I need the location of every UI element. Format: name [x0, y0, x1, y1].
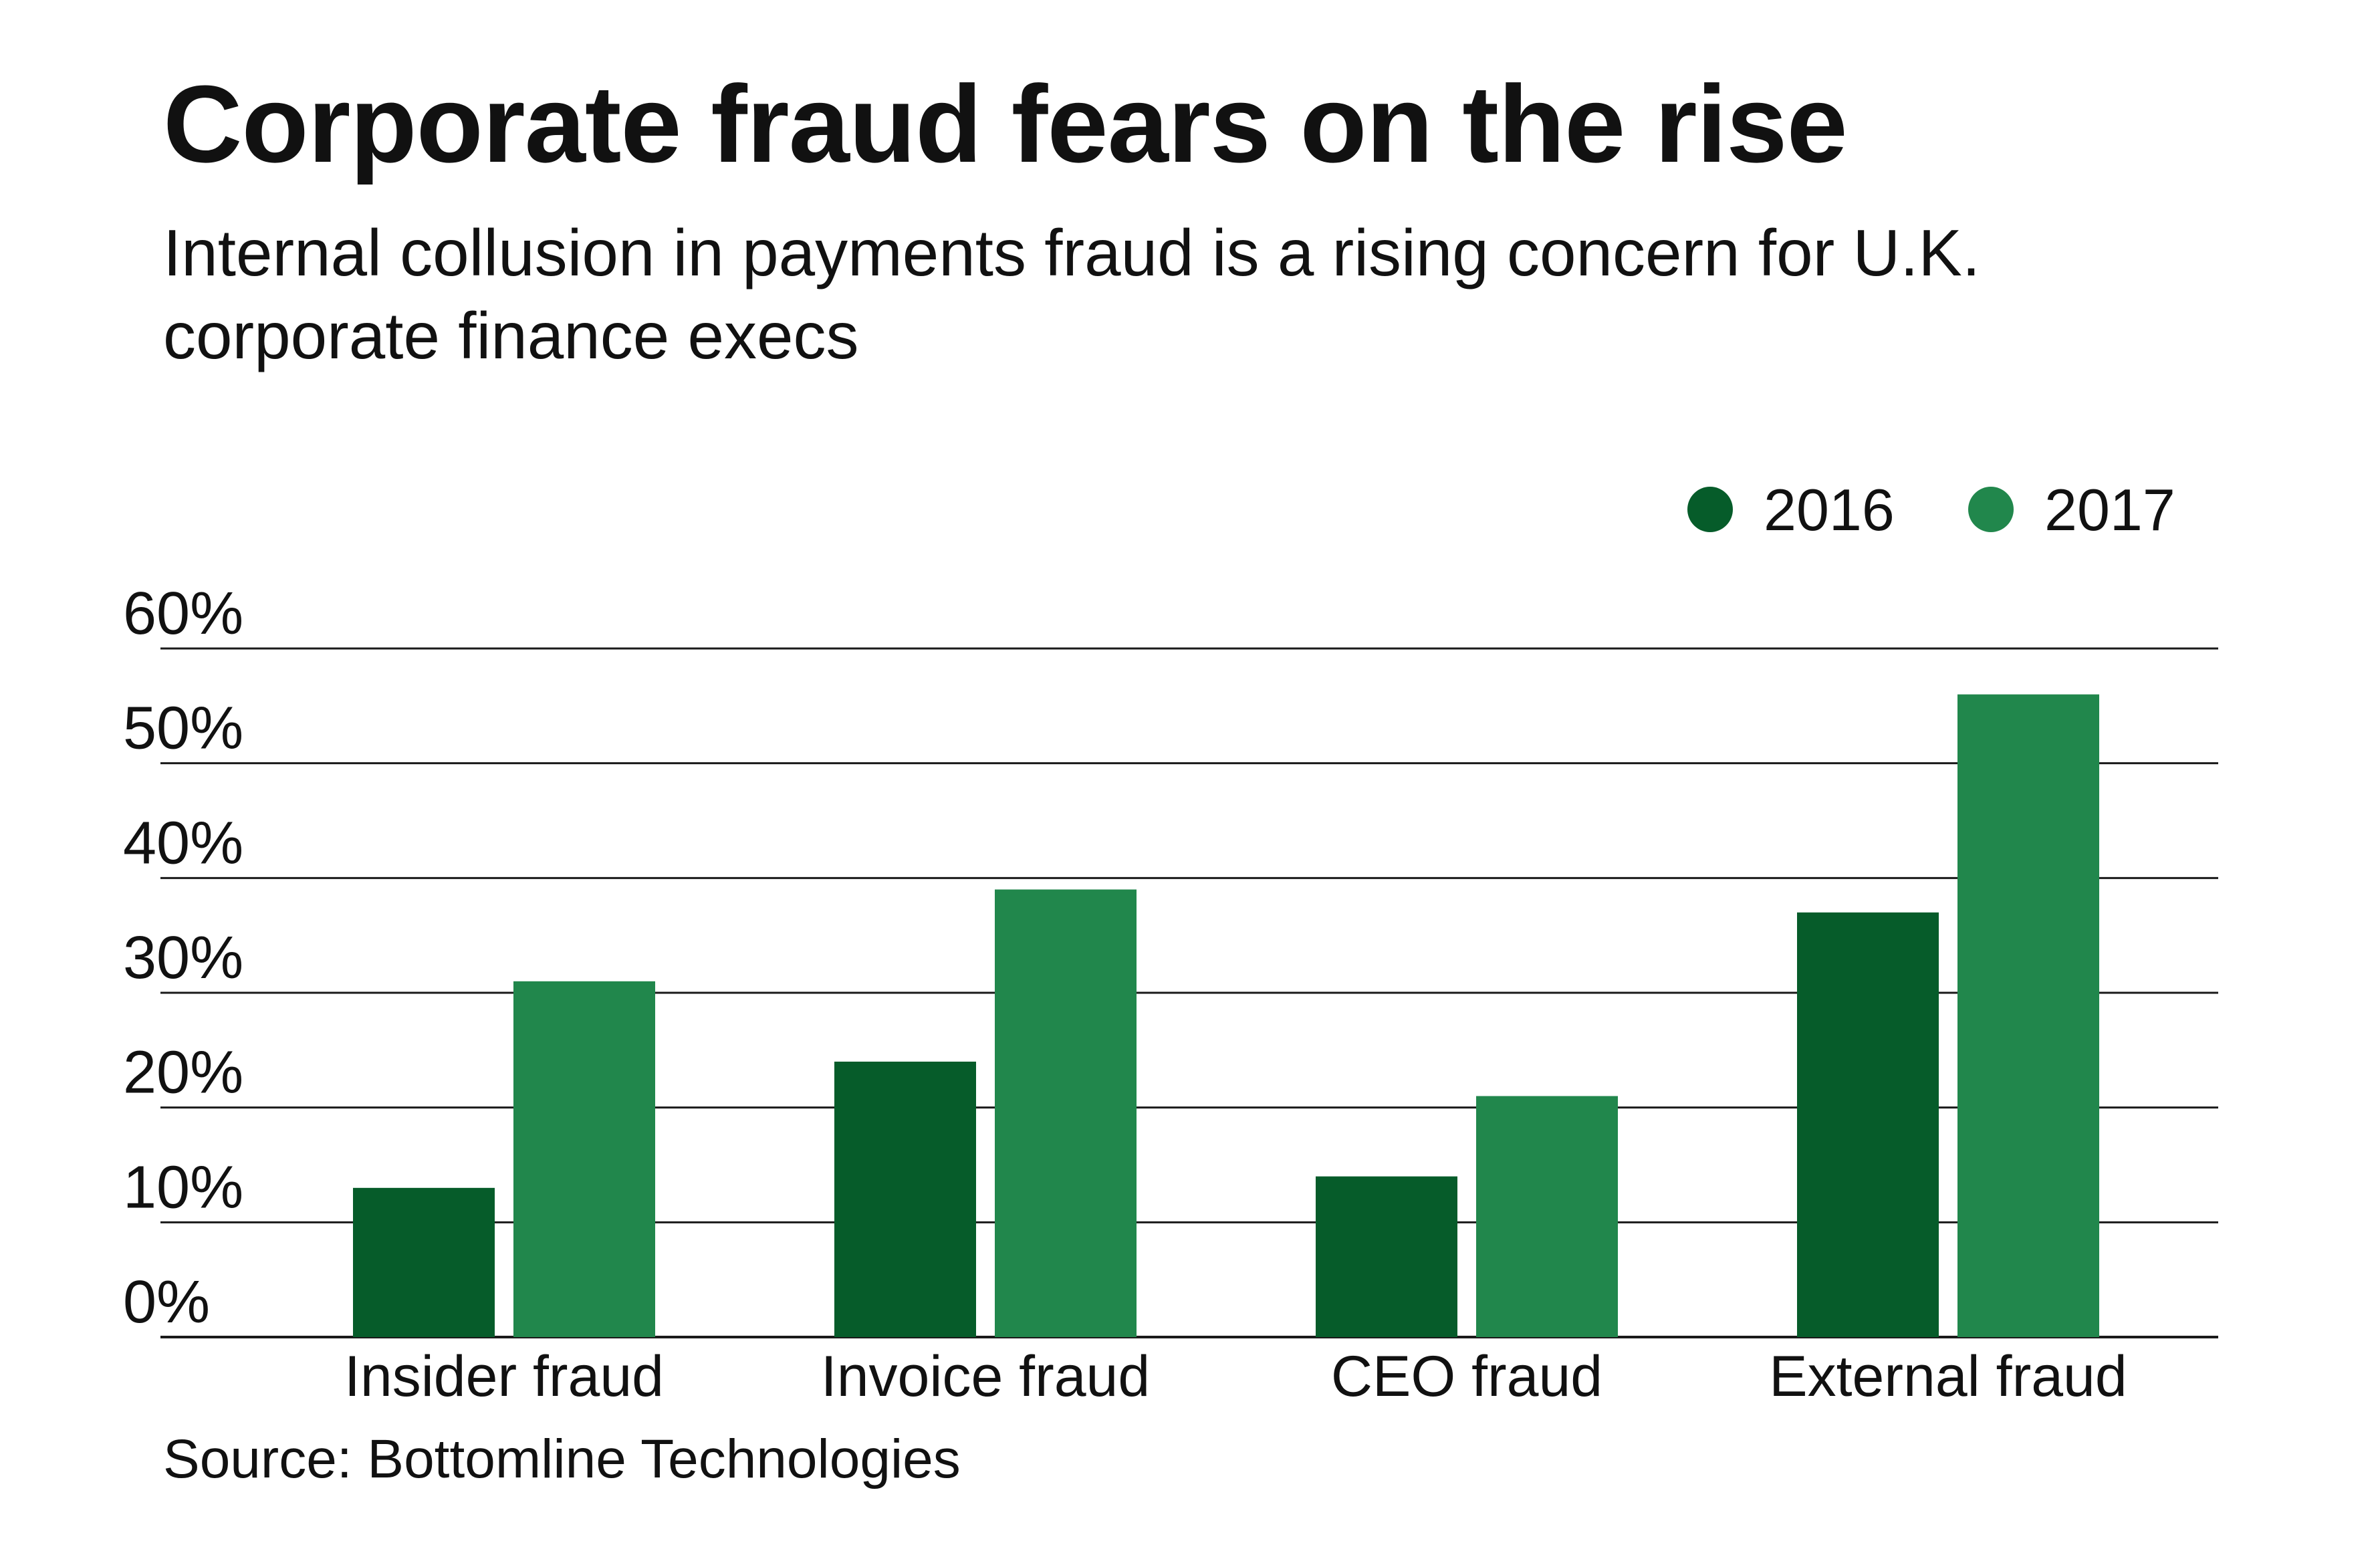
- legend-swatch-2017: [1968, 487, 2014, 532]
- chart-title: Corporate fraud fears on the rise: [163, 63, 1848, 185]
- y-tick-label: 30%: [123, 925, 243, 991]
- bar-2016-external-fraud: [1797, 912, 1939, 1337]
- y-axis-tick-labels: 0% 10% 20% 30% 40% 50% 60%: [123, 580, 243, 1336]
- source-note: Source: Bottomline Technologies: [163, 1429, 961, 1489]
- bar-2017-insider-fraud: [513, 981, 655, 1337]
- legend-label-2016: 2016: [1764, 477, 1895, 543]
- y-tick-label: 0%: [123, 1269, 210, 1336]
- bars: [353, 694, 2099, 1337]
- bar-2017-invoice-fraud: [995, 889, 1137, 1337]
- x-category-label: CEO fraud: [1331, 1344, 1602, 1409]
- chart-subtitle: Internal collusion in payments fraud is …: [163, 216, 1981, 372]
- bar-2017-ceo-fraud: [1476, 1096, 1618, 1337]
- legend-label-2017: 2017: [2044, 477, 2175, 543]
- bar-2016-invoice-fraud: [834, 1062, 976, 1337]
- y-tick-label: 10%: [123, 1154, 243, 1221]
- y-tick-label: 40%: [123, 810, 243, 876]
- bar-2017-external-fraud: [1957, 694, 2099, 1337]
- y-tick-label: 50%: [123, 695, 243, 762]
- x-category-label: Insider fraud: [344, 1344, 664, 1409]
- legend: 2016 2017: [1687, 477, 2175, 543]
- legend-swatch-2016: [1687, 487, 1733, 532]
- x-axis-category-labels: Insider fraud Invoice fraud CEO fraud Exter…: [344, 1344, 2127, 1409]
- bar-2016-insider-fraud: [353, 1187, 495, 1337]
- y-tick-label: 20%: [123, 1040, 243, 1106]
- x-category-label: External fraud: [1769, 1344, 2127, 1409]
- y-tick-label: 60%: [123, 580, 243, 647]
- bar-2016-ceo-fraud: [1316, 1176, 1457, 1337]
- x-category-label: Invoice fraud: [821, 1344, 1150, 1409]
